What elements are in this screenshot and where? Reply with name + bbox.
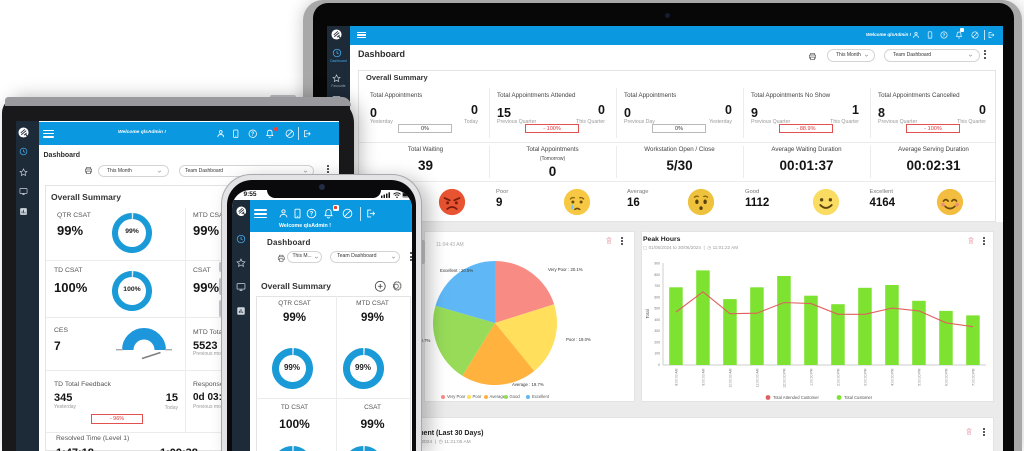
svg-text:500: 500: [654, 307, 660, 311]
svg-text:200: 200: [654, 340, 660, 344]
svg-text:12:00:00 PM: 12:00:00 PM: [783, 368, 787, 387]
svg-text:?: ?: [943, 32, 946, 37]
svg-text:1:00:00 PM: 1:00:00 PM: [810, 368, 814, 386]
svg-text:7:00:00 PM: 7:00:00 PM: [972, 368, 976, 386]
svg-text:Total: Total: [645, 309, 650, 319]
svg-text:5:00:00 PM: 5:00:00 PM: [918, 368, 922, 386]
svg-text:10:00:00 AM: 10:00:00 AM: [729, 368, 733, 387]
svg-text:0: 0: [658, 363, 660, 367]
svg-text:11:00:00 AM: 11:00:00 AM: [756, 368, 760, 387]
svg-text:8:00:00 AM: 8:00:00 AM: [675, 368, 679, 385]
svg-text:?: ?: [251, 131, 254, 137]
svg-text:800: 800: [654, 273, 660, 277]
svg-text:Total Customer: Total Customer: [844, 395, 873, 400]
svg-text:400: 400: [654, 318, 660, 322]
svg-text:300: 300: [654, 329, 660, 333]
svg-text:100: 100: [654, 352, 660, 356]
svg-text:2:00:00 PM: 2:00:00 PM: [837, 368, 841, 386]
svg-text:900: 900: [654, 261, 660, 265]
svg-text:9:00:00 AM: 9:00:00 AM: [702, 368, 706, 385]
svg-text:600: 600: [654, 295, 660, 299]
svg-text:4:00:00 PM: 4:00:00 PM: [891, 368, 895, 386]
svg-text:Total Attended Customer: Total Attended Customer: [773, 395, 819, 400]
svg-text:700: 700: [654, 284, 660, 288]
svg-text:6:00:00 PM: 6:00:00 PM: [945, 368, 949, 386]
svg-text:?: ?: [310, 212, 314, 218]
svg-text:3:00:00 PM: 3:00:00 PM: [864, 368, 868, 386]
